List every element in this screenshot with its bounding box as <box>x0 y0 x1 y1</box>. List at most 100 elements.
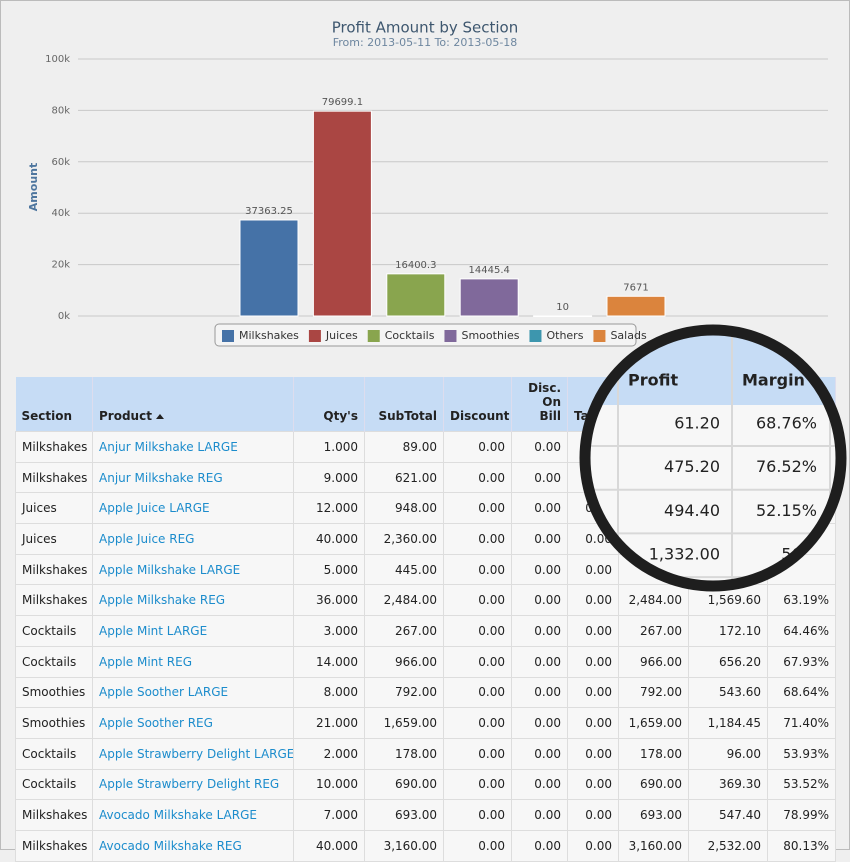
table-cell: 693.00 <box>618 799 689 831</box>
table-cell: 14.000 <box>293 645 365 678</box>
product-link[interactable]: Apple Milkshake REG <box>92 584 294 617</box>
product-link[interactable]: Apple Mint REG <box>92 645 294 678</box>
product-link[interactable]: Apple Strawberry Delight LARGE <box>92 737 294 770</box>
table-cell: Milkshakes <box>15 829 93 862</box>
table-cell: 1,659.00 <box>364 707 444 739</box>
legend-swatch <box>308 330 321 342</box>
table-cell: 53.93% <box>767 737 836 770</box>
chart-subtitle: From: 2013-05-11 To: 2013-05-18 <box>333 36 518 49</box>
column-header[interactable]: SubTotal <box>364 377 444 432</box>
table-cell: Milkshakes <box>15 584 93 617</box>
legend-label: Milkshakes <box>239 329 299 342</box>
table-cell: 0.00 <box>567 676 619 709</box>
table-cell <box>688 461 768 494</box>
table-cell: 0.00 <box>567 431 619 463</box>
data-label: 37363.25 <box>245 206 293 217</box>
table-cell: 2,484.00 <box>364 584 444 617</box>
table-cell: 0.00 <box>567 584 619 617</box>
table-cell: 3,160.00 <box>364 829 444 862</box>
table-cell: 0.00 <box>567 553 619 586</box>
table-cell: 7.000 <box>293 799 365 831</box>
table-cell <box>618 492 689 525</box>
column-header[interactable]: Qty's <box>293 377 365 432</box>
table-row: Cocktails Apple Mint REG 14.000 966.00 0.00 0… <box>15 645 836 678</box>
table-cell: 690.00 <box>618 768 689 801</box>
bar <box>533 315 593 317</box>
table-cell: Juices <box>15 523 93 555</box>
product-link[interactable]: Apple Soother REG <box>92 707 294 739</box>
table-cell: 9.000 <box>293 461 365 494</box>
table-cell: 267.00 <box>618 615 689 647</box>
product-link[interactable]: Avocado Milkshake LARGE <box>92 799 294 831</box>
product-link[interactable]: Apple Mint LARGE <box>92 615 294 647</box>
table-cell: 0.00 <box>567 492 619 525</box>
table-cell: 948.00 <box>364 492 444 525</box>
table-cell <box>688 523 768 555</box>
product-link[interactable]: Apple Soother LARGE <box>92 676 294 709</box>
product-link[interactable]: Apple Milkshake LARGE <box>92 553 294 586</box>
table-cell: 3,160.00 <box>618 829 689 862</box>
table-cell: 0.00 <box>567 799 619 831</box>
table-cell: 0.00 <box>511 707 568 739</box>
table-cell: 0.00 <box>567 523 619 555</box>
y-axis-label: Amount <box>27 163 40 211</box>
table-cell: 3.000 <box>293 615 365 647</box>
table-cell: 792.00 <box>618 676 689 709</box>
data-label: 14445.4 <box>469 265 510 276</box>
table-cell: 966.00 <box>618 645 689 678</box>
table-cell: 0.00 <box>511 737 568 770</box>
column-header <box>767 377 836 432</box>
table-cell: 78.99% <box>767 799 836 831</box>
table-cell: 0.00 <box>443 431 512 463</box>
product-link[interactable]: Apple Juice LARGE <box>92 492 294 525</box>
product-link[interactable]: Apple Strawberry Delight REG <box>92 768 294 801</box>
header-text: SubTotal <box>378 409 437 423</box>
table-cell: 621.00 <box>364 461 444 494</box>
table-cell <box>618 431 689 463</box>
column-header[interactable]: Product <box>92 377 294 432</box>
data-label: 7671 <box>623 282 648 293</box>
table-cell: 656.20 <box>688 645 768 678</box>
table-cell: 0.00 <box>567 707 619 739</box>
column-header[interactable]: Disc. On Bill <box>511 377 568 432</box>
column-header[interactable]: Section <box>15 377 93 432</box>
chart-title: Profit Amount by Section <box>332 19 519 37</box>
product-link[interactable]: Anjur Milkshake LARGE <box>92 431 294 463</box>
table-cell: 0.00 <box>511 676 568 709</box>
table-cell: 2,484.00 <box>618 584 689 617</box>
table-row: Smoothies Apple Soother REG 21.000 1,659.00… <box>15 707 836 739</box>
table-cell: 1,184.45 <box>688 707 768 739</box>
product-link[interactable]: Anjur Milkshake REG <box>92 461 294 494</box>
table-cell: Cocktails <box>15 737 93 770</box>
table-cell: 2.000 <box>293 737 365 770</box>
bar <box>312 110 372 317</box>
product-link[interactable]: Avocado Milkshake REG <box>92 829 294 862</box>
legend-label: Juices <box>325 329 358 342</box>
table-cell: 267.00 <box>364 615 444 647</box>
column-header[interactable]: Discount <box>443 377 512 432</box>
data-table: Section Product Qty's SubTotal Discount Disc.… <box>15 377 836 862</box>
table-row: Smoothies Apple Soother LARGE 8.000 792.00 0… <box>15 676 836 709</box>
column-header <box>688 377 768 432</box>
table-cell: 0.00 <box>511 492 568 525</box>
table-cell: 40.000 <box>293 829 365 862</box>
table-cell: 543.60 <box>688 676 768 709</box>
table-cell: 369.30 <box>688 768 768 801</box>
table-cell: 0.00 <box>443 584 512 617</box>
header-text: Qty's <box>323 409 358 423</box>
table-row: Milkshakes Apple Milkshake REG 36.000 2,484… <box>15 584 836 617</box>
table-cell: 0.00 <box>443 768 512 801</box>
column-header[interactable]: Tax <box>567 377 619 432</box>
legend-label: Smoothies <box>461 329 519 342</box>
table-cell: 0.00 <box>567 461 619 494</box>
table-cell: Cocktails <box>15 768 93 801</box>
table-cell: 178.00 <box>364 737 444 770</box>
table-cell: 63.19% <box>767 584 836 617</box>
y-tick-label: 0k <box>58 311 70 322</box>
product-link[interactable]: Apple Juice REG <box>92 523 294 555</box>
table-cell: 68.64% <box>767 676 836 709</box>
y-tick-label: 60k <box>51 157 70 168</box>
table-cell <box>767 523 836 555</box>
table-cell: 67.93% <box>767 645 836 678</box>
table-cell: 0.00 <box>567 737 619 770</box>
